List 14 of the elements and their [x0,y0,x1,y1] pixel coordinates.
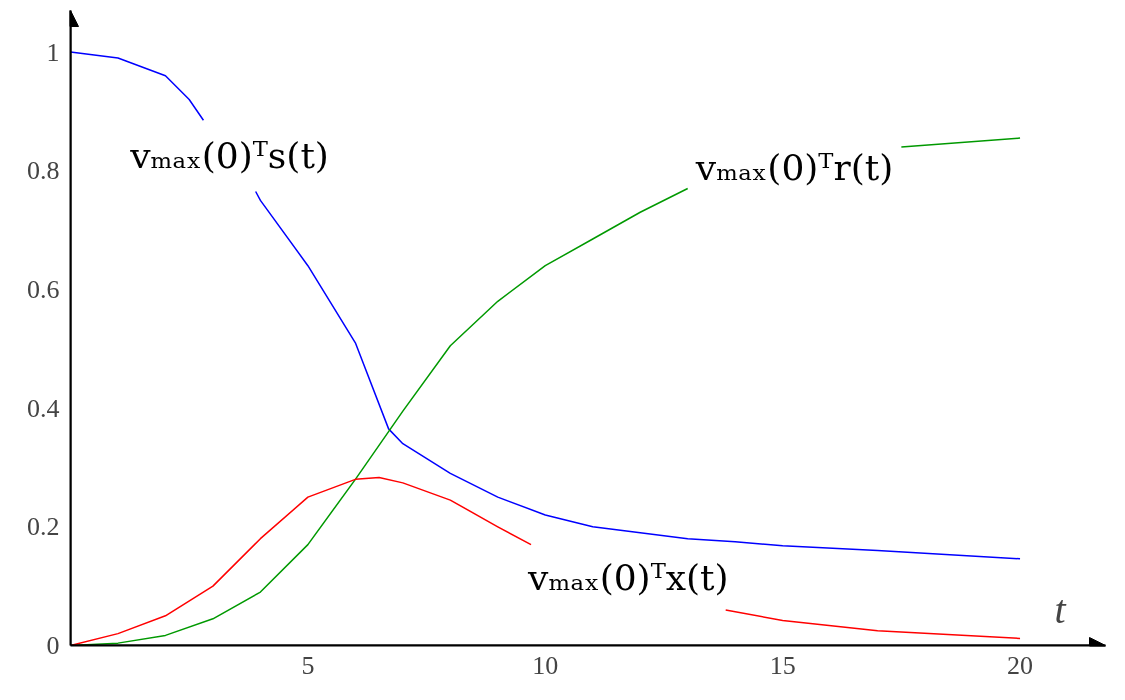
series-label: vₘₐₓ(0)ᵀr(t) [694,147,894,189]
series-label: vₘₐₓ(0)ᵀx(t) [527,556,729,598]
series-label: vₘₐₓ(0)ᵀs(t) [129,135,329,177]
y-tick-label: 0.2 [27,512,60,542]
y-tick-label: 0.4 [27,393,60,423]
y-tick-label: 0.8 [27,156,60,186]
x-tick-label: 5 [301,650,315,680]
x-tick-label: 10 [532,650,559,680]
y-tick-label: 0 [46,631,60,660]
x-tick-label: 20 [1007,650,1034,680]
x-tick-label: 15 [769,650,796,680]
y-tick-label: 0.6 [27,274,60,304]
y-tick-label: 1 [46,37,60,67]
x-axis-title: t [1054,586,1067,632]
